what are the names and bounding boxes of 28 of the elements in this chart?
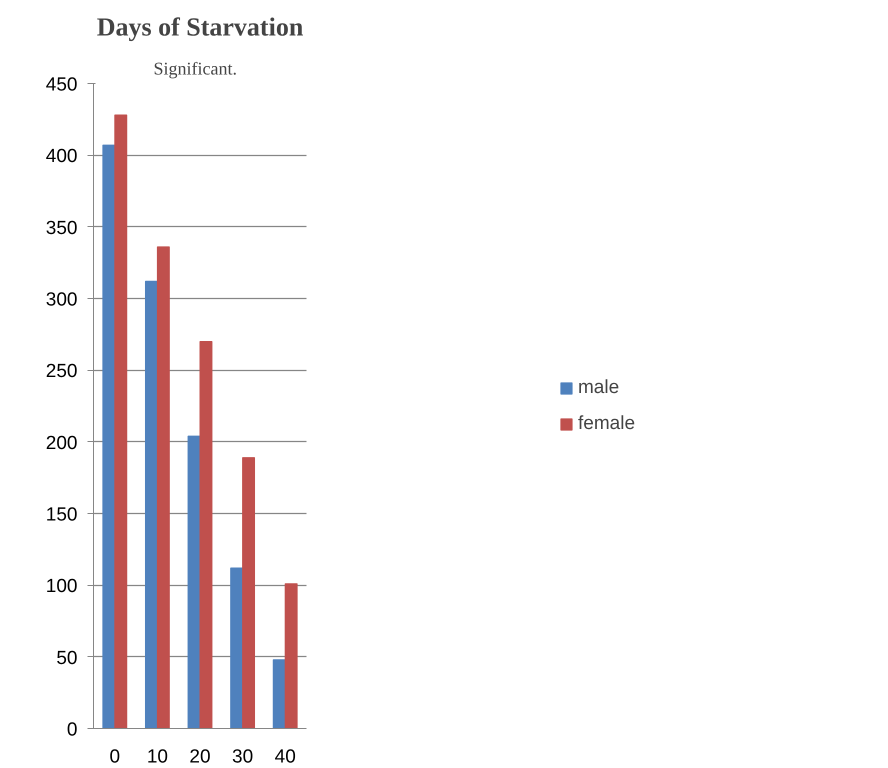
text: Significant. bbox=[154, 58, 237, 78]
bar bbox=[114, 114, 128, 728]
y-tick-label: 300 bbox=[46, 290, 78, 310]
y-tick-label: 150 bbox=[46, 504, 78, 526]
bar bbox=[242, 457, 256, 728]
y-tick-label: 0 bbox=[66, 720, 78, 740]
x-tick-label: 0 bbox=[110, 746, 120, 768]
x-tick-label: 20 bbox=[189, 746, 211, 768]
y-tick-label: 450 bbox=[46, 74, 78, 96]
y-tick-label: 50 bbox=[56, 648, 78, 669]
bar bbox=[156, 246, 170, 728]
bar bbox=[144, 280, 158, 728]
x-tick-label: 30 bbox=[232, 746, 254, 768]
x-tick-label: 10 bbox=[146, 746, 168, 768]
y-tick-label: 350 bbox=[46, 218, 78, 239]
bar bbox=[284, 583, 298, 728]
y-tick-label: 100 bbox=[46, 576, 78, 598]
y-tick-label: 250 bbox=[46, 361, 78, 382]
y-tick-label: 200 bbox=[46, 432, 78, 454]
legend-label: female bbox=[578, 412, 636, 434]
y-tick-label: 400 bbox=[46, 146, 78, 168]
bar bbox=[230, 567, 244, 728]
bar bbox=[102, 144, 116, 728]
chart-title: Days of Starvation bbox=[96, 12, 304, 42]
legend-label: male bbox=[578, 376, 620, 398]
bar bbox=[200, 341, 212, 728]
bar bbox=[188, 436, 200, 728]
x-tick-label: 40 bbox=[274, 746, 296, 768]
